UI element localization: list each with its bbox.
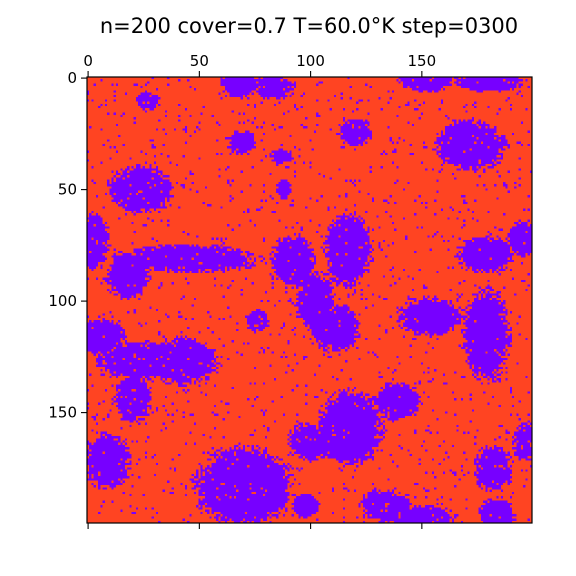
axes-frame bbox=[86, 76, 533, 524]
x-tick-label: 0 bbox=[83, 52, 93, 70]
chart-title: n=200 cover=0.7 T=60.0°K step=0300 bbox=[100, 14, 518, 38]
y-axis-left: 0 50 100 150 bbox=[48, 69, 87, 422]
y-tick-label: 0 bbox=[67, 69, 77, 87]
x-tick-label: 50 bbox=[190, 52, 209, 70]
x-tick-label: 150 bbox=[408, 52, 437, 70]
heatmap-image-container bbox=[87, 77, 532, 523]
y-tick-label: 150 bbox=[48, 404, 77, 422]
y-tick-label: 100 bbox=[48, 292, 77, 310]
x-axis-top: 0 50 100 150 bbox=[83, 52, 436, 77]
x-tick-label: 100 bbox=[296, 52, 325, 70]
y-tick-label: 50 bbox=[58, 181, 77, 199]
heatmap-image bbox=[87, 77, 532, 523]
heatmap-plot bbox=[87, 77, 532, 523]
x-axis-bottom bbox=[87, 523, 423, 529]
